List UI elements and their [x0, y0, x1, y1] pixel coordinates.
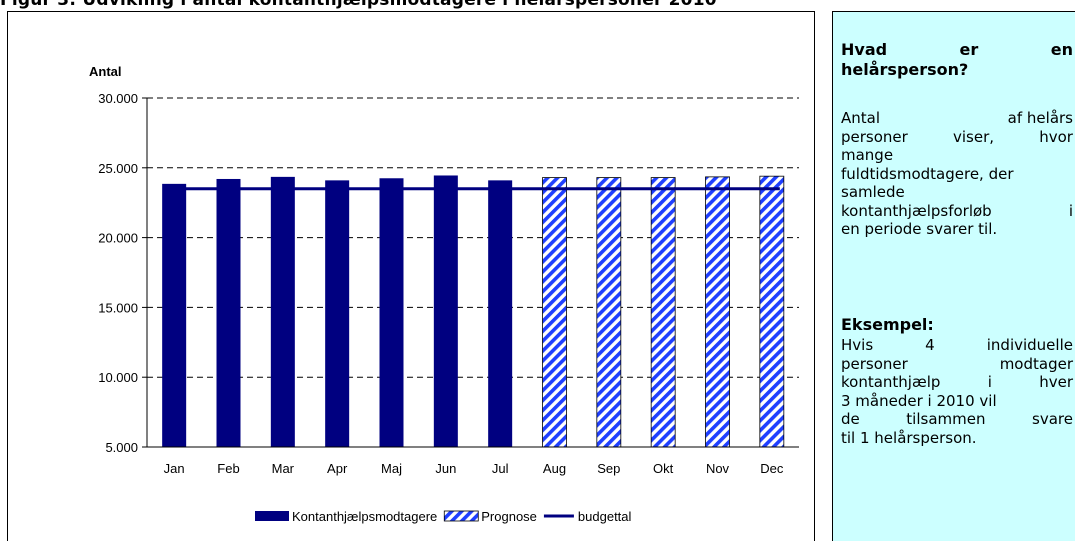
info-word: hver: [1039, 373, 1073, 391]
prognose-bar-dec: [759, 175, 785, 448]
prognose-bar-nov: [705, 176, 730, 448]
info-word: kontanthjælpsforløb: [841, 201, 992, 220]
info-word: af helårs: [1007, 109, 1073, 127]
info-body-line: mange: [841, 146, 894, 164]
example-line: Hvis 4 individuelle: [841, 336, 1073, 355]
info-word: personer: [841, 127, 908, 146]
example-body: Hvis 4 individuelle personer modtager kontant…: [841, 336, 1073, 447]
figure-caption: Figur 3: Udvikling i antal kontanthjælps…: [0, 0, 1075, 10]
x-tick-label: Apr: [327, 461, 348, 476]
info-word: viser,: [953, 127, 995, 146]
info-word: de: [841, 410, 860, 428]
example-line: til 1 helårsperson.: [841, 428, 977, 447]
example-line: de tilsammen svare: [841, 410, 1073, 429]
x-tick-label: Mar: [272, 461, 295, 476]
info-body-line: samlede: [841, 183, 905, 201]
bar-feb: [216, 178, 241, 447]
info-word: i: [1068, 201, 1073, 220]
prognose-bar-okt: [650, 177, 676, 448]
info-word: personer: [841, 354, 908, 373]
x-tick-label: Jan: [164, 461, 185, 476]
info-word: i: [987, 373, 992, 391]
x-tick-label: Maj: [381, 461, 402, 476]
x-tick-label: Aug: [543, 461, 566, 476]
info-heading-word: Hvad: [841, 40, 888, 59]
info-heading-line: Hvad er en: [841, 40, 1073, 60]
bar-chart: 5.000 10.000 15.000 20.000 25.000 30.000 Antal…: [89, 64, 799, 524]
x-tick-label: Jun: [435, 461, 456, 476]
bar-jun: [433, 175, 458, 447]
y-tick-label: 25.000: [98, 161, 138, 176]
info-body-line: en periode svarer til.: [841, 220, 998, 238]
y-tick-label: 5.000: [105, 440, 138, 455]
info-word: modtager: [999, 354, 1073, 373]
chart-panel: 5.000 10.000 15.000 20.000 25.000 30.000 Antal…: [7, 11, 815, 541]
legend-label: Kontanthjælpsmodtagere: [292, 509, 437, 524]
example-heading: Eksempel:: [841, 315, 934, 334]
info-box: Hvad er en helårsperson? Antal af helårs per…: [832, 11, 1075, 541]
legend-swatch-hatched: [443, 510, 479, 522]
example-line: kontanthjælp i hver: [841, 373, 1073, 392]
info-body-line: personer viser, hvor: [841, 128, 1073, 147]
x-tick-label: Sep: [597, 461, 620, 476]
info-word: Antal: [841, 109, 881, 127]
bar-jan: [162, 183, 187, 447]
bar-apr: [325, 180, 350, 447]
x-tick-label: Jul: [492, 461, 509, 476]
example-line: personer modtager: [841, 355, 1073, 374]
info-heading-word: en: [1050, 40, 1073, 59]
x-tick-label: Okt: [653, 461, 674, 476]
x-tick-label: Feb: [217, 461, 239, 476]
info-word: tilsammen: [906, 410, 986, 428]
figure-caption-text: Figur 3: Udvikling i antal kontanthjælps…: [0, 0, 717, 10]
info-word: individuelle: [986, 336, 1073, 354]
legend-label: Prognose: [481, 509, 537, 524]
info-heading-word: er: [959, 40, 979, 59]
info-word: 4: [925, 336, 935, 354]
info-heading: Hvad er en helårsperson?: [841, 40, 1073, 80]
bar-mar: [270, 176, 295, 447]
info-word: hvor: [1039, 127, 1073, 146]
x-tick-label: Nov: [706, 461, 730, 476]
info-word: svare: [1032, 410, 1073, 428]
y-tick-label: 15.000: [98, 300, 138, 315]
info-body-line: fuldtidsmodtagere, der: [841, 164, 1014, 183]
bar-jul: [488, 180, 513, 447]
y-tick-label: 30.000: [98, 91, 138, 106]
x-tick-label: Dec: [760, 461, 784, 476]
info-body-line: Antal af helårs: [841, 109, 1073, 128]
bar-maj: [379, 178, 404, 447]
prognose-bar-aug: [542, 177, 567, 448]
example-line: 3 måneder i 2010 vil: [841, 391, 997, 410]
info-word: Hvis: [841, 336, 874, 354]
info-body: Antal af helårs personer viser, hvor mange ful…: [841, 109, 1073, 239]
info-heading-line: helårsperson?: [841, 60, 969, 79]
y-tick-label: 10.000: [98, 370, 138, 385]
legend-swatch-bar: [255, 511, 289, 521]
prognose-bar-sep: [596, 177, 622, 448]
y-axis-label: Antal: [89, 64, 122, 79]
info-body-line: kontanthjælpsforløb i: [841, 202, 1073, 221]
y-tick-label: 20.000: [98, 231, 138, 246]
legend-label: budgettal: [578, 509, 632, 524]
info-word: kontanthjælp: [841, 373, 941, 391]
